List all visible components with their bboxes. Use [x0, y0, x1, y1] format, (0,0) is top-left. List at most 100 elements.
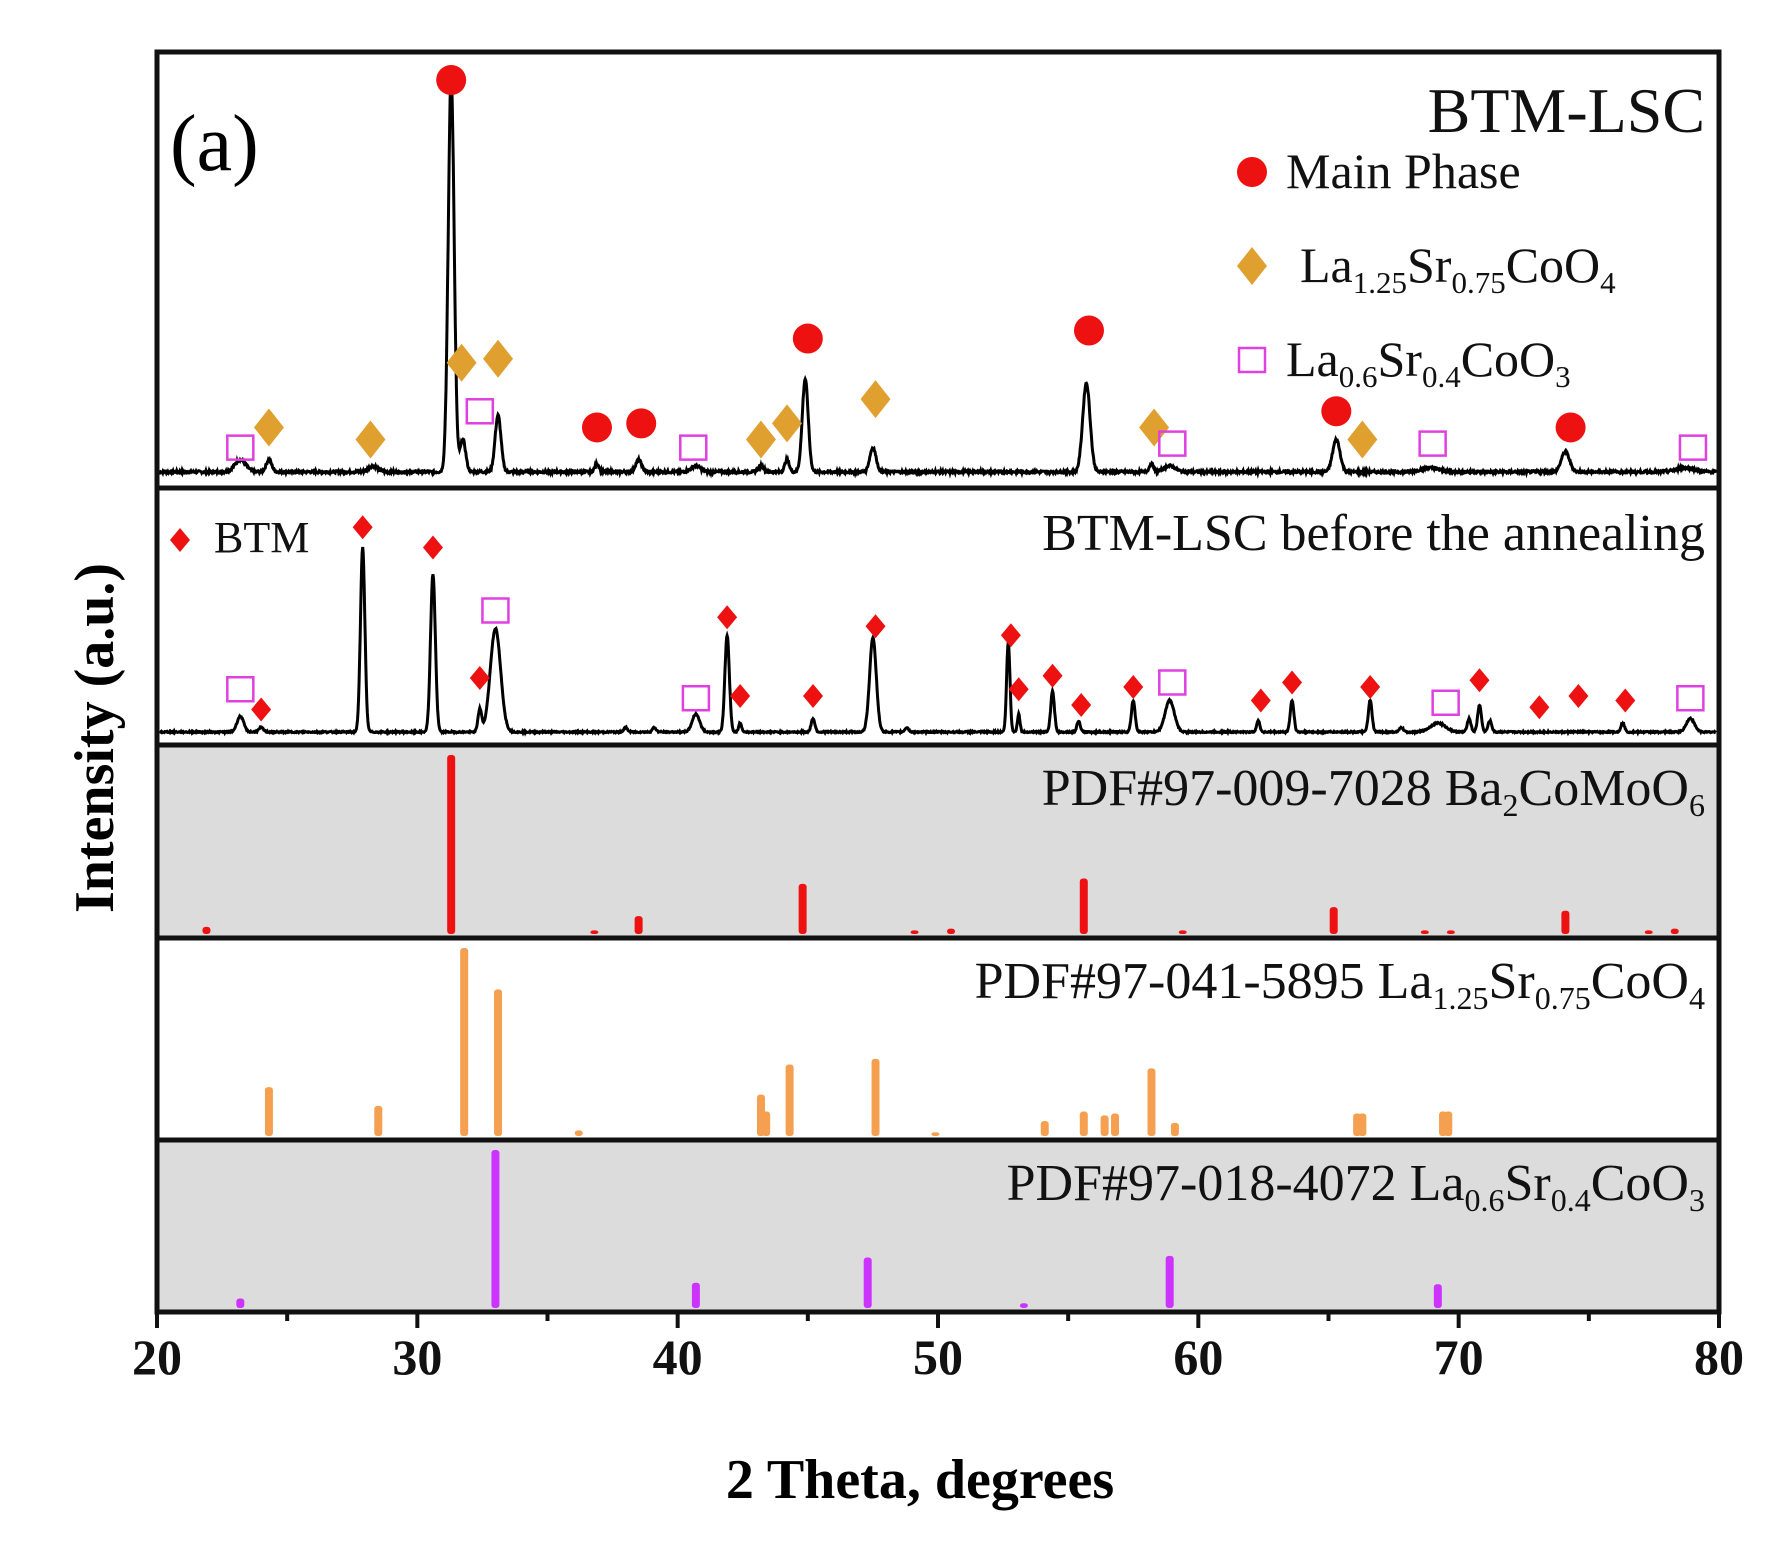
marker-btm — [422, 535, 443, 560]
legend-marker-rp — [1237, 247, 1267, 285]
marker-rp — [446, 343, 477, 382]
panel-shading — [157, 1140, 1719, 1312]
marker-lsc — [1418, 430, 1447, 457]
stick — [798, 883, 807, 934]
marker-lsc — [1431, 689, 1460, 716]
stick — [1019, 1303, 1028, 1308]
x-tick-label: 40 — [653, 1329, 703, 1385]
stick — [1165, 1255, 1174, 1308]
stick — [1178, 930, 1187, 934]
marker-btm — [1529, 695, 1550, 720]
marker-rp — [1139, 408, 1170, 447]
legend-label: La0.6Sr0.4CoO3 — [1286, 331, 1571, 394]
marker-lsc — [679, 434, 708, 461]
marker-btm — [469, 666, 490, 690]
stick — [1446, 930, 1455, 934]
marker-lsc — [226, 434, 255, 461]
marker-btm — [1360, 675, 1381, 699]
marker-rp — [1347, 420, 1378, 459]
x-tick-label: 60 — [1173, 1329, 1223, 1385]
panel-btm-lsc-pre: BTM-LSC before the annealing — [159, 505, 1717, 737]
legend: Main Phase La1.25Sr0.75CoO4 La0.6Sr0.4CoO3… — [170, 143, 1616, 562]
marker-main — [1555, 412, 1586, 443]
panel-shading — [157, 745, 1719, 938]
panel-ref-ba2comoo6: PDF#97-009-7028 Ba2CoMoO6 — [157, 745, 1719, 938]
stick — [762, 1111, 771, 1136]
marker-btm — [1042, 663, 1063, 688]
stick — [863, 1257, 872, 1308]
marker-btm — [251, 697, 272, 722]
stick — [590, 930, 599, 934]
stick — [1040, 1120, 1049, 1136]
marker-main — [581, 412, 612, 443]
marker-lsc — [1676, 685, 1705, 712]
panels: BTM-LSC BTM-LSC before the annealing PDF#9… — [157, 65, 1719, 1312]
marker-btm — [1123, 675, 1144, 699]
x-tick-label: 20 — [132, 1329, 182, 1385]
marker-lsc — [1158, 430, 1187, 457]
panel-title: PDF#97-018-4072 La0.6Sr0.4CoO3 — [1007, 1155, 1705, 1218]
marker-btm — [1008, 677, 1029, 702]
marker-btm — [717, 605, 738, 630]
x-tick-label: 50 — [913, 1329, 963, 1385]
marker-btm — [1615, 688, 1636, 713]
stick — [1079, 1111, 1088, 1136]
stick — [494, 989, 503, 1136]
stick — [236, 1298, 245, 1308]
panel-title: PDF#97-041-5895 La1.25Sr0.75CoO4 — [975, 953, 1705, 1016]
stick — [1147, 1068, 1156, 1136]
y-axis-label: Intensity (a.u.) — [64, 563, 126, 913]
marker-rp — [253, 408, 284, 447]
marker-lsc — [1158, 669, 1187, 696]
marker-lsc — [226, 676, 255, 703]
marker-btm — [1469, 668, 1490, 693]
stick — [1329, 907, 1338, 934]
stick — [785, 1064, 794, 1136]
x-tick-label: 70 — [1434, 1329, 1484, 1385]
marker-main — [1321, 396, 1352, 427]
stick — [447, 755, 456, 934]
stick — [460, 948, 469, 1136]
marker-btm — [352, 515, 373, 540]
stick — [1358, 1113, 1367, 1136]
stick — [691, 1282, 700, 1308]
stick — [1100, 1115, 1109, 1136]
stick — [1079, 878, 1088, 934]
marker-main — [792, 323, 823, 354]
panel-btm-lsc: BTM-LSC — [158, 65, 1718, 479]
marker-main — [626, 408, 657, 439]
legend-marker-btm — [170, 528, 190, 552]
marker-rp — [355, 420, 386, 459]
axes: 20 30 40 50 60 70 80 — [132, 49, 1744, 1385]
legend-label: Main Phase — [1286, 143, 1521, 199]
stick — [1670, 928, 1679, 934]
panel-ref-la125: PDF#97-041-5895 La1.25Sr0.75CoO4 — [264, 948, 1705, 1136]
panel-title: BTM-LSC before the annealing — [1042, 505, 1705, 562]
marker-lsc — [481, 597, 510, 624]
stick — [1420, 930, 1429, 934]
stick — [1444, 1111, 1453, 1136]
stick — [264, 1087, 273, 1136]
pattern-line — [159, 546, 1717, 737]
stick — [910, 930, 919, 934]
marker-btm — [1568, 684, 1589, 708]
marker-btm — [1250, 688, 1271, 713]
marker-main — [1073, 315, 1104, 346]
marker-main — [436, 65, 467, 95]
panel-title: PDF#97-009-7028 Ba2CoMoO6 — [1042, 760, 1705, 823]
marker-btm — [1282, 670, 1303, 695]
marker-btm — [730, 684, 751, 708]
marker-rp — [745, 420, 776, 459]
marker-btm — [865, 614, 886, 639]
marker-rp — [860, 380, 891, 419]
x-tick-label: 80 — [1694, 1329, 1744, 1385]
marker-btm — [1071, 693, 1092, 717]
stick — [1170, 1122, 1179, 1136]
marker-rp — [483, 339, 514, 378]
panel-ref-la06: PDF#97-018-4072 La0.6Sr0.4CoO3 — [157, 1140, 1719, 1312]
stick — [634, 916, 643, 934]
legend-marker-main — [1237, 157, 1267, 187]
stick — [871, 1058, 880, 1136]
marker-btm — [803, 684, 824, 708]
